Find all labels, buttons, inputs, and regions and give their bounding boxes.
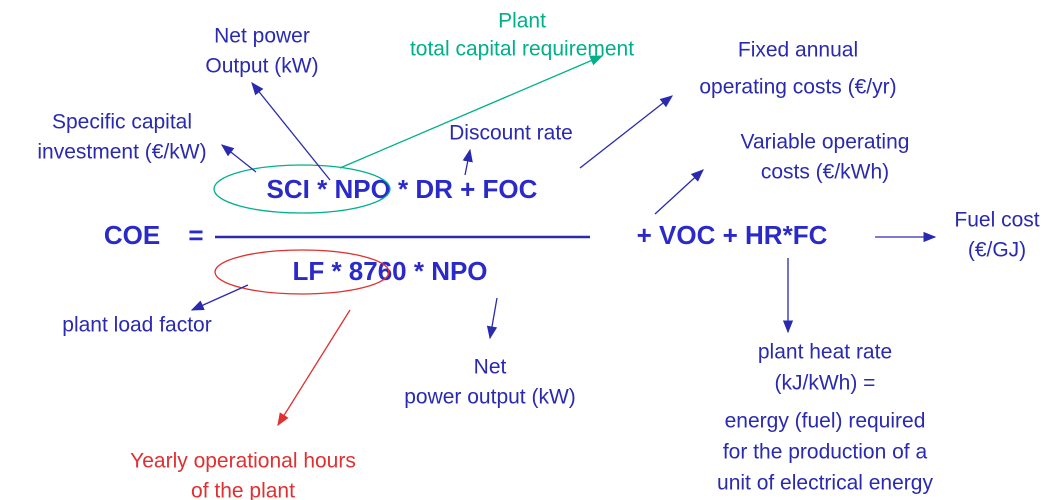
annotation-text: costs (€/kWh) — [761, 161, 889, 184]
arrow — [339, 55, 604, 169]
annotation-text: Variable operating — [741, 131, 910, 154]
formula-rest: + VOC + HR*FC — [637, 220, 828, 250]
arrows — [190, 55, 937, 427]
annotation-text: Plant — [498, 10, 546, 33]
arrow — [486, 297, 498, 340]
annotation-text: operating costs (€/yr) — [699, 76, 896, 99]
annotation-text: (€/GJ) — [968, 239, 1026, 262]
arrow — [462, 148, 473, 176]
annotation-text: (kJ/kWh) = — [775, 372, 876, 395]
annotation-text: Fuel cost — [954, 209, 1039, 232]
formula-lhs: COE — [104, 220, 160, 250]
annotation-text: for the production of a — [723, 441, 928, 464]
formula-numerator: SCI * NPO * DR + FOC — [267, 174, 538, 204]
formula: COE = SCI * NPO * DR + FOC LF * 8760 * N… — [104, 164, 828, 295]
annotation-text: of the plant — [191, 480, 295, 500]
arrow — [190, 284, 249, 311]
annotation-text: plant heat rate — [758, 341, 892, 364]
formula-denominator: LF * 8760 * NPO — [292, 256, 487, 286]
annotation-text: Specific capital — [52, 111, 192, 134]
annotation-text: investment (€/kW) — [37, 141, 206, 164]
highlight-ellipse — [214, 249, 390, 295]
annotation-text: total capital requirement — [410, 38, 634, 61]
arrow — [654, 169, 704, 215]
annotation-text: Discount rate — [449, 122, 573, 145]
highlight-ellipse — [213, 164, 391, 214]
annotation-text: energy (fuel) required — [725, 410, 926, 433]
annotation-text: Net — [474, 356, 507, 379]
annotation-text: power output (kW) — [404, 386, 576, 409]
annotation-text: Yearly operational hours — [130, 450, 356, 473]
arrow — [251, 81, 331, 181]
annotation-text: unit of electrical energy — [717, 472, 933, 495]
annotation-text: Output (kW) — [205, 55, 318, 78]
annotation-text: plant load factor — [62, 314, 211, 337]
arrow — [220, 144, 257, 173]
arrow — [579, 95, 674, 169]
arrow — [277, 309, 351, 427]
annotation-text: Net power — [214, 25, 310, 48]
formula-equals: = — [188, 220, 203, 250]
annotation-text: Fixed annual — [738, 39, 858, 62]
